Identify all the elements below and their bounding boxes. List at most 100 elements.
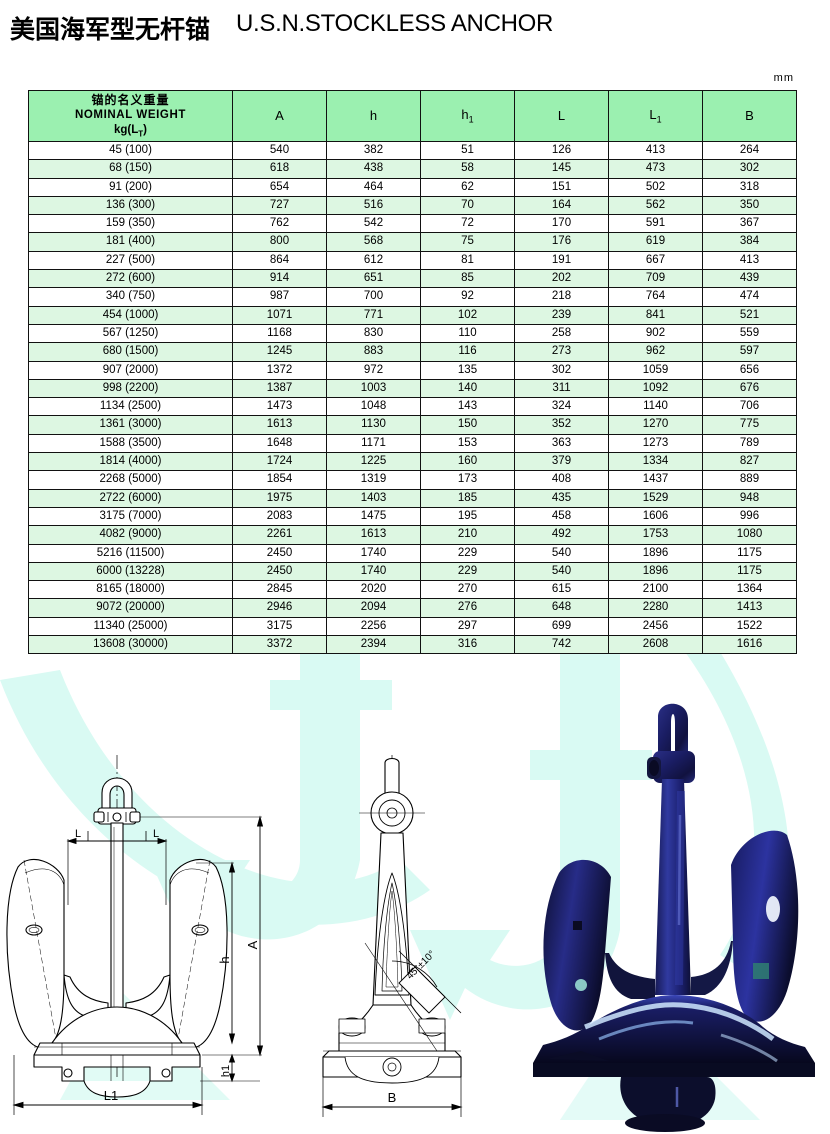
cell-h1: 85 [420,269,515,289]
cell-h: 568 [326,232,421,252]
cell-h1: 116 [420,342,515,362]
cell-B: 384 [702,232,797,252]
cell-nominal-weight: 2268 (5000) [28,470,233,490]
cell-B: 1522 [702,616,797,637]
photo-shackle [647,703,695,783]
cell-h: 1740 [326,561,421,582]
cell-nominal-weight: 907 (2000) [28,360,233,380]
cell-A: 1071 [232,305,327,325]
dim-label-B: B [388,1090,397,1105]
cell-A: 2261 [232,525,327,545]
cell-h: 1003 [326,378,421,399]
table-row: 567 (1250) 1168 830 110 258 902 559 [28,323,797,344]
dim-label-A: A [245,940,260,949]
cell-L1: 1606 [608,506,703,527]
cell-L1: 473 [608,159,703,179]
cell-L: 435 [514,488,609,508]
cell-L: 615 [514,580,609,600]
header-col-B: B [702,90,797,142]
cell-A: 540 [232,140,327,161]
cell-L1: 2608 [608,635,703,655]
cell-L1: 1273 [608,433,703,454]
cell-A: 2083 [232,506,327,527]
cell-L: 302 [514,360,609,380]
cell-h1: 210 [420,525,515,545]
cell-A: 762 [232,214,327,234]
cell-nominal-weight: 5216 (11500) [28,543,233,563]
cell-h: 700 [326,287,421,307]
table-row: 8165 (18000) 2845 2020 270 615 2100 1364 [28,580,797,600]
cell-A: 2450 [232,543,327,563]
cell-L1: 1529 [608,488,703,508]
cell-L1: 1753 [608,525,703,545]
cell-L1: 1270 [608,415,703,435]
table-row: 1134 (2500) 1473 1048 143 324 1140 706 [28,397,797,417]
cell-L: 273 [514,342,609,362]
specification-table-container: 锚的名义重量 NOMINAL WEIGHT kg(LT) A h h1 L L1… [28,90,797,655]
cell-B: 559 [702,323,797,344]
cell-nominal-weight: 340 (750) [28,287,233,307]
cell-A: 1724 [232,452,327,472]
cell-h: 883 [326,342,421,362]
cell-B: 1413 [702,598,797,618]
header-symbol-L1: L1 [649,106,662,125]
table-row: 4082 (9000) 2261 1613 210 492 1753 1080 [28,525,797,545]
cell-nominal-weight: 454 (1000) [28,305,233,325]
cell-L: 699 [514,616,609,637]
cell-B: 948 [702,488,797,508]
cell-h1: 75 [420,232,515,252]
cell-nominal-weight: 8165 (18000) [28,580,233,600]
cell-B: 474 [702,287,797,307]
header-weight-unit: kg(LT) [113,123,147,138]
cell-L1: 709 [608,269,703,289]
cell-L: 202 [514,269,609,289]
cell-nominal-weight: 68 (150) [28,159,233,179]
cell-nominal-weight: 227 (500) [28,250,233,271]
header-symbol-A: A [275,107,284,123]
photo-right-fluke [731,830,799,1022]
cell-B: 597 [702,342,797,362]
cell-h1: 140 [420,378,515,399]
cell-L: 363 [514,433,609,454]
cell-nominal-weight: 6000 (13228) [28,561,233,582]
cell-L1: 1092 [608,378,703,399]
cell-h1: 160 [420,452,515,472]
cell-B: 1175 [702,561,797,582]
cell-h: 830 [326,323,421,344]
cell-h: 2394 [326,635,421,655]
cell-B: 1364 [702,580,797,600]
header-symbol-L: L [557,107,566,123]
cell-B: 789 [702,433,797,454]
table-row: 1814 (4000) 1724 1225 160 379 1334 827 [28,452,797,472]
cell-nominal-weight: 1814 (4000) [28,452,233,472]
cell-nominal-weight: 91 (200) [28,177,233,197]
cell-L: 218 [514,287,609,307]
cell-h: 972 [326,360,421,380]
cell-L: 540 [514,561,609,582]
cell-B: 350 [702,195,797,216]
cell-A: 987 [232,287,327,307]
cell-h: 771 [326,305,421,325]
photo-left-fluke [543,859,611,1031]
cell-L1: 1140 [608,397,703,417]
cell-nominal-weight: 567 (1250) [28,323,233,344]
cell-L: 311 [514,378,609,399]
cell-L1: 1334 [608,452,703,472]
table-row: 2722 (6000) 1975 1403 185 435 1529 948 [28,488,797,508]
cell-h1: 70 [420,195,515,216]
cell-L: 492 [514,525,609,545]
cell-B: 521 [702,305,797,325]
cell-h: 1319 [326,470,421,490]
cell-B: 775 [702,415,797,435]
table-row: 6000 (13228) 2450 1740 229 540 1896 1175 [28,561,797,582]
cell-B: 1175 [702,543,797,563]
page-title: 美国海军型无杆锚 U.S.N.STOCKLESS ANCHOR [10,10,820,50]
cell-nominal-weight: 136 (300) [28,195,233,216]
table-row: 340 (750) 987 700 92 218 764 474 [28,287,797,307]
header-symbol-B: B [745,107,754,123]
cell-L1: 902 [608,323,703,344]
cell-L1: 2456 [608,616,703,637]
cell-A: 2450 [232,561,327,582]
cell-B: 1616 [702,635,797,655]
cell-A: 864 [232,250,327,271]
